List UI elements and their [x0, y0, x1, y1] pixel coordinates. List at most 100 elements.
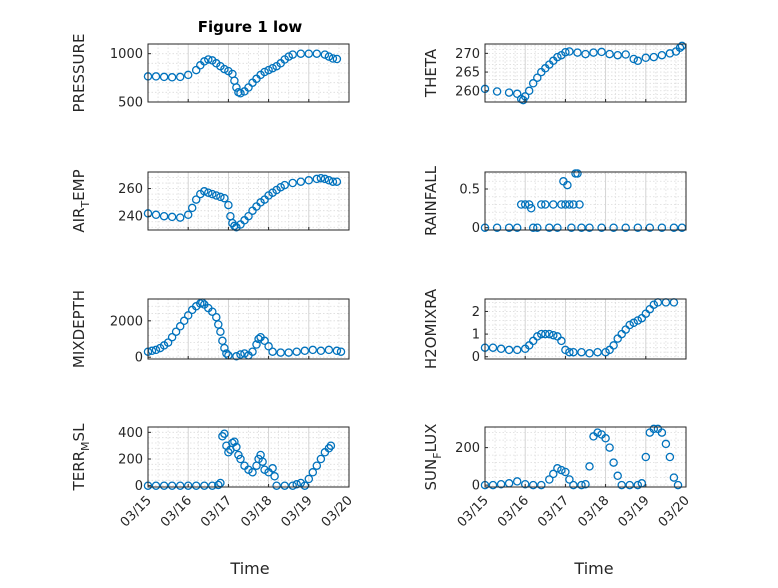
subplot-terrmsl: 03/15 03/16 03/17 03/18 03/19 03/20 0 200 400	[118, 426, 356, 530]
y-tick-label: 200	[118, 453, 143, 468]
data-point	[492, 223, 502, 232]
data-point	[280, 180, 289, 190]
data-point	[175, 213, 185, 222]
data-point	[258, 457, 267, 466]
data-point	[304, 176, 314, 185]
data-point	[167, 481, 177, 490]
x-axis-label: Time	[229, 559, 269, 578]
data-point	[526, 204, 536, 213]
data-point	[220, 64, 229, 74]
data-point	[159, 211, 169, 221]
y-tick-label: 0	[472, 479, 480, 494]
data-point	[504, 223, 514, 232]
data-point	[191, 195, 201, 204]
data-point	[312, 174, 322, 184]
data-point	[593, 347, 602, 357]
data-point	[260, 67, 269, 77]
data-point	[621, 223, 630, 232]
data-point	[232, 83, 241, 92]
data-point	[280, 481, 289, 490]
data-point	[230, 437, 239, 446]
data-point	[288, 178, 297, 188]
y-axis-label: RAINFALL	[422, 165, 440, 236]
data-point	[567, 223, 576, 232]
data-point	[549, 200, 558, 209]
data-point	[593, 428, 602, 437]
y-tick-label: 500	[118, 96, 143, 111]
data-point	[208, 189, 217, 199]
data-point	[585, 349, 594, 358]
data-point	[633, 56, 643, 66]
chart-title: Figure 1 low	[198, 18, 303, 36]
data-point	[224, 200, 233, 210]
data-point	[214, 480, 223, 490]
x-tick-label: 03/16	[158, 493, 195, 530]
data-point	[528, 223, 538, 232]
data-point	[264, 342, 273, 351]
data-point	[200, 57, 209, 66]
data-point	[528, 79, 538, 88]
data-point	[561, 47, 570, 57]
y-tick-label: 0	[135, 351, 143, 366]
data-point	[621, 50, 630, 59]
axes-frame	[484, 426, 687, 488]
data-point	[545, 223, 554, 232]
data-point	[222, 349, 231, 358]
y-axis-label: TERRMSL	[70, 423, 92, 492]
data-point	[244, 211, 253, 221]
y-axis-label: PRESSURE	[70, 34, 88, 113]
y-tick-label: 270	[455, 47, 480, 62]
data-point	[661, 439, 671, 449]
data-point	[545, 475, 554, 484]
data-point	[324, 444, 334, 453]
data-point	[216, 327, 225, 336]
data-point	[220, 343, 229, 353]
data-point	[673, 480, 683, 490]
data-point	[159, 481, 169, 490]
data-point	[561, 467, 570, 477]
data-point	[504, 88, 514, 97]
data-point	[549, 330, 558, 340]
data-point	[577, 480, 586, 490]
data-point	[284, 348, 293, 357]
data-point	[236, 350, 245, 359]
data-point	[613, 50, 622, 60]
data-point	[218, 432, 227, 441]
data-point	[232, 352, 241, 361]
data-point	[324, 52, 334, 61]
data-point	[151, 72, 161, 81]
data-point	[240, 349, 249, 358]
y-tick-label: 260	[118, 182, 143, 197]
data-point	[316, 346, 326, 356]
x-tick-label: 03/20	[656, 493, 693, 530]
data-point	[657, 50, 667, 60]
data-point	[569, 347, 578, 357]
x-tick-label: 03/18	[238, 493, 275, 530]
y-tick-label: 0.5	[459, 183, 480, 198]
data-point	[609, 341, 618, 350]
data-point	[212, 191, 221, 200]
data-point	[264, 65, 273, 75]
data-point	[520, 479, 530, 489]
data-point	[236, 454, 245, 464]
data-point	[609, 458, 618, 467]
data-point	[151, 481, 161, 490]
data-point	[171, 327, 181, 336]
y-tick-label: 240	[118, 210, 143, 225]
data-point	[234, 450, 243, 460]
data-point	[605, 49, 614, 59]
data-point	[613, 471, 622, 481]
y-tick-label: 265	[455, 66, 480, 81]
data-point	[649, 52, 659, 62]
data-point	[585, 462, 594, 471]
data-point	[569, 480, 578, 490]
data-point	[657, 223, 667, 232]
data-point	[581, 49, 590, 59]
data-point	[496, 344, 506, 354]
data-point	[537, 329, 546, 339]
data-point	[569, 200, 578, 209]
data-point	[585, 223, 594, 232]
data-point	[629, 54, 638, 64]
y-tick-label: 400	[118, 426, 143, 441]
